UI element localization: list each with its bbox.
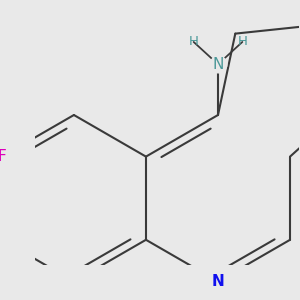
Text: H: H <box>189 35 199 49</box>
Text: N: N <box>212 57 224 72</box>
Text: H: H <box>237 35 247 49</box>
Text: F: F <box>0 149 6 164</box>
Text: N: N <box>212 274 224 289</box>
